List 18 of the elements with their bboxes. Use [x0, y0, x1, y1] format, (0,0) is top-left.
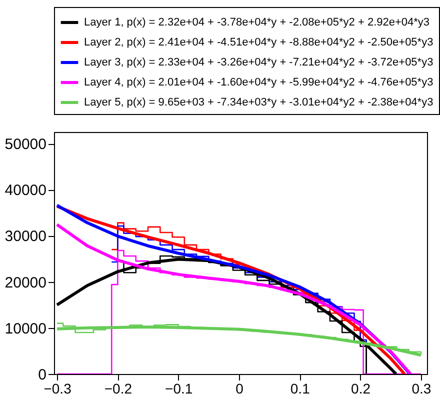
- legend-label: Layer 4, p(x) = 2.01e+04 + -1.60e+04*y + -5.99e+04*y2 + -4.76e+05*y3: [84, 76, 434, 88]
- x-tick-label: 0.2: [351, 380, 371, 396]
- y-tick-label: 30000: [4, 228, 46, 246]
- legend-label: Layer 5, p(x) = 9.65e+03 + -7.34e+03*y + -3.01e+04*y2 + -2.38e+04*y3: [84, 96, 434, 108]
- y-tick-label: 20000: [4, 274, 46, 292]
- y-tick-label: 50000: [4, 136, 46, 154]
- x-tick-label: 0.3: [412, 380, 432, 396]
- x-tick-label: 0: [236, 380, 244, 396]
- x-tick-label: 0.1: [290, 380, 310, 396]
- y-tick-label: 40000: [4, 182, 46, 200]
- x-tick-label: −0.1: [165, 380, 193, 396]
- legend-label: Layer 3, p(x) = 2.33e+04 + -3.26e+04*y + -7.21e+04*y2 + -3.72e+05*y3: [84, 56, 434, 68]
- y-tick-label: 0: [38, 366, 46, 384]
- y-tick-label: 10000: [4, 320, 46, 338]
- legend-label: Layer 2, p(x) = 2.41e+04 + -4.51e+04*y + -8.88e+04*y2 + -2.50e+05*y3: [84, 36, 434, 48]
- x-tick-label: −0.3: [44, 380, 72, 396]
- x-tick-label: −0.2: [104, 380, 132, 396]
- legend-label: Layer 1, p(x) = 2.32e+04 + -3.78e+04*y + -2.08e+05*y2 + 2.92e+04*y3: [84, 16, 430, 28]
